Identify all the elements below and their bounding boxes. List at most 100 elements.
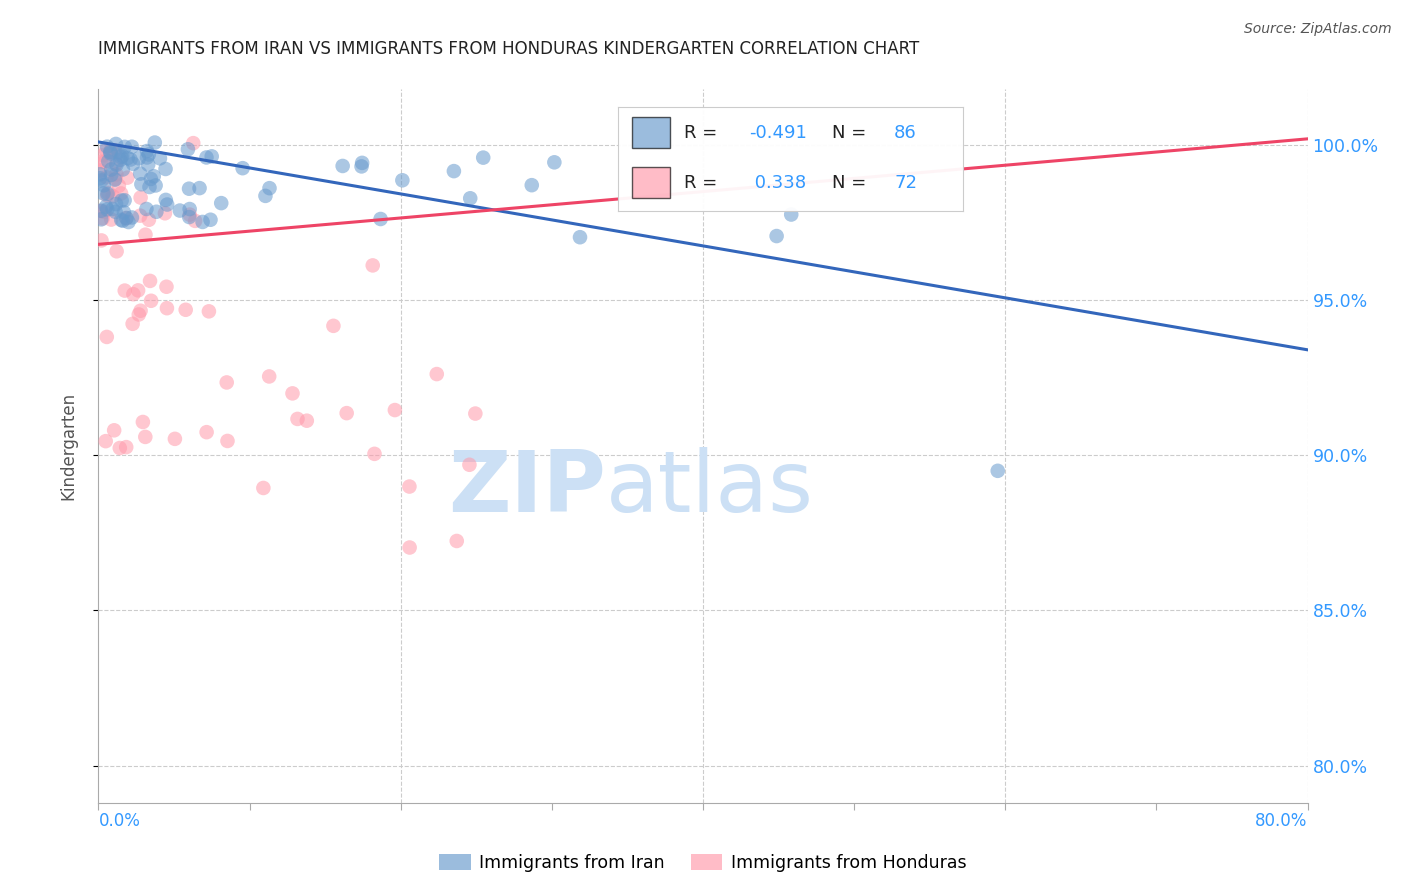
- Point: [100, 168, 122, 182]
- Point: [105, 197, 128, 211]
- Point: [110, 186, 132, 201]
- Point: [94, 200, 117, 214]
- Point: [155, 193, 177, 207]
- Point: [129, 190, 152, 204]
- Text: 72: 72: [894, 174, 917, 192]
- Point: [121, 139, 143, 153]
- Point: [287, 412, 309, 426]
- Point: [108, 178, 131, 193]
- Point: [136, 158, 159, 172]
- Point: [91, 148, 114, 162]
- Point: [132, 415, 155, 429]
- Point: [179, 208, 201, 222]
- Point: [89, 167, 111, 181]
- Point: [104, 156, 127, 170]
- Point: [115, 440, 138, 454]
- Point: [112, 205, 135, 219]
- Point: [370, 212, 392, 227]
- Point: [105, 167, 128, 181]
- Point: [184, 214, 207, 228]
- Text: N =: N =: [832, 174, 866, 192]
- Point: [117, 215, 139, 229]
- Point: [107, 145, 129, 159]
- Point: [114, 284, 136, 298]
- Text: ZIP: ZIP: [449, 447, 606, 531]
- Point: [103, 423, 125, 437]
- Point: [90, 173, 112, 187]
- Point: [281, 386, 304, 401]
- Point: [780, 208, 803, 222]
- Point: [322, 318, 344, 333]
- Point: [129, 209, 152, 223]
- Point: [121, 211, 143, 225]
- Point: [177, 142, 200, 156]
- Point: [163, 432, 186, 446]
- Point: [257, 369, 280, 384]
- Point: [139, 172, 162, 186]
- Point: [96, 139, 118, 153]
- Point: [104, 172, 127, 186]
- Point: [179, 202, 201, 216]
- Point: [458, 191, 481, 205]
- Point: [104, 171, 127, 186]
- Point: [128, 308, 150, 322]
- Point: [259, 181, 281, 195]
- Point: [100, 145, 122, 159]
- Point: [114, 194, 136, 208]
- Point: [135, 202, 157, 216]
- Point: [96, 330, 118, 344]
- Text: R =: R =: [683, 124, 717, 142]
- Point: [110, 153, 132, 167]
- Point: [191, 215, 214, 229]
- Point: [101, 189, 124, 203]
- Point: [111, 149, 134, 163]
- Point: [97, 154, 120, 169]
- Point: [131, 178, 153, 192]
- Point: [426, 367, 449, 381]
- Point: [138, 212, 160, 227]
- FancyBboxPatch shape: [633, 167, 671, 198]
- Point: [90, 204, 112, 219]
- Point: [446, 533, 468, 548]
- Point: [443, 164, 465, 178]
- Point: [543, 155, 565, 169]
- Point: [215, 376, 238, 390]
- Point: [136, 144, 159, 158]
- Point: [115, 211, 138, 226]
- Point: [350, 160, 373, 174]
- Text: R =: R =: [683, 174, 717, 192]
- Point: [90, 154, 112, 169]
- Point: [398, 541, 420, 555]
- Point: [89, 171, 111, 186]
- Point: [90, 212, 112, 227]
- Point: [127, 284, 149, 298]
- Point: [179, 210, 201, 224]
- Point: [145, 204, 167, 219]
- Point: [149, 152, 172, 166]
- Point: [121, 317, 143, 331]
- Text: IMMIGRANTS FROM IRAN VS IMMIGRANTS FROM HONDURAS KINDERGARTEN CORRELATION CHART: IMMIGRANTS FROM IRAN VS IMMIGRANTS FROM …: [98, 40, 920, 58]
- Point: [134, 430, 156, 444]
- Point: [129, 303, 152, 318]
- Point: [98, 145, 121, 159]
- Point: [209, 196, 232, 211]
- Point: [104, 205, 127, 219]
- Point: [200, 212, 222, 227]
- Point: [117, 151, 139, 165]
- Point: [987, 464, 1010, 478]
- Point: [569, 230, 592, 244]
- Point: [111, 213, 134, 227]
- Point: [122, 287, 145, 301]
- Point: [142, 169, 165, 184]
- Point: [765, 229, 787, 244]
- Point: [464, 407, 486, 421]
- Point: [89, 163, 111, 178]
- Point: [93, 205, 115, 219]
- Point: [139, 274, 162, 288]
- Point: [97, 186, 120, 200]
- Point: [138, 147, 160, 161]
- Point: [332, 159, 354, 173]
- Point: [108, 441, 131, 455]
- Point: [472, 151, 495, 165]
- Point: [90, 234, 112, 248]
